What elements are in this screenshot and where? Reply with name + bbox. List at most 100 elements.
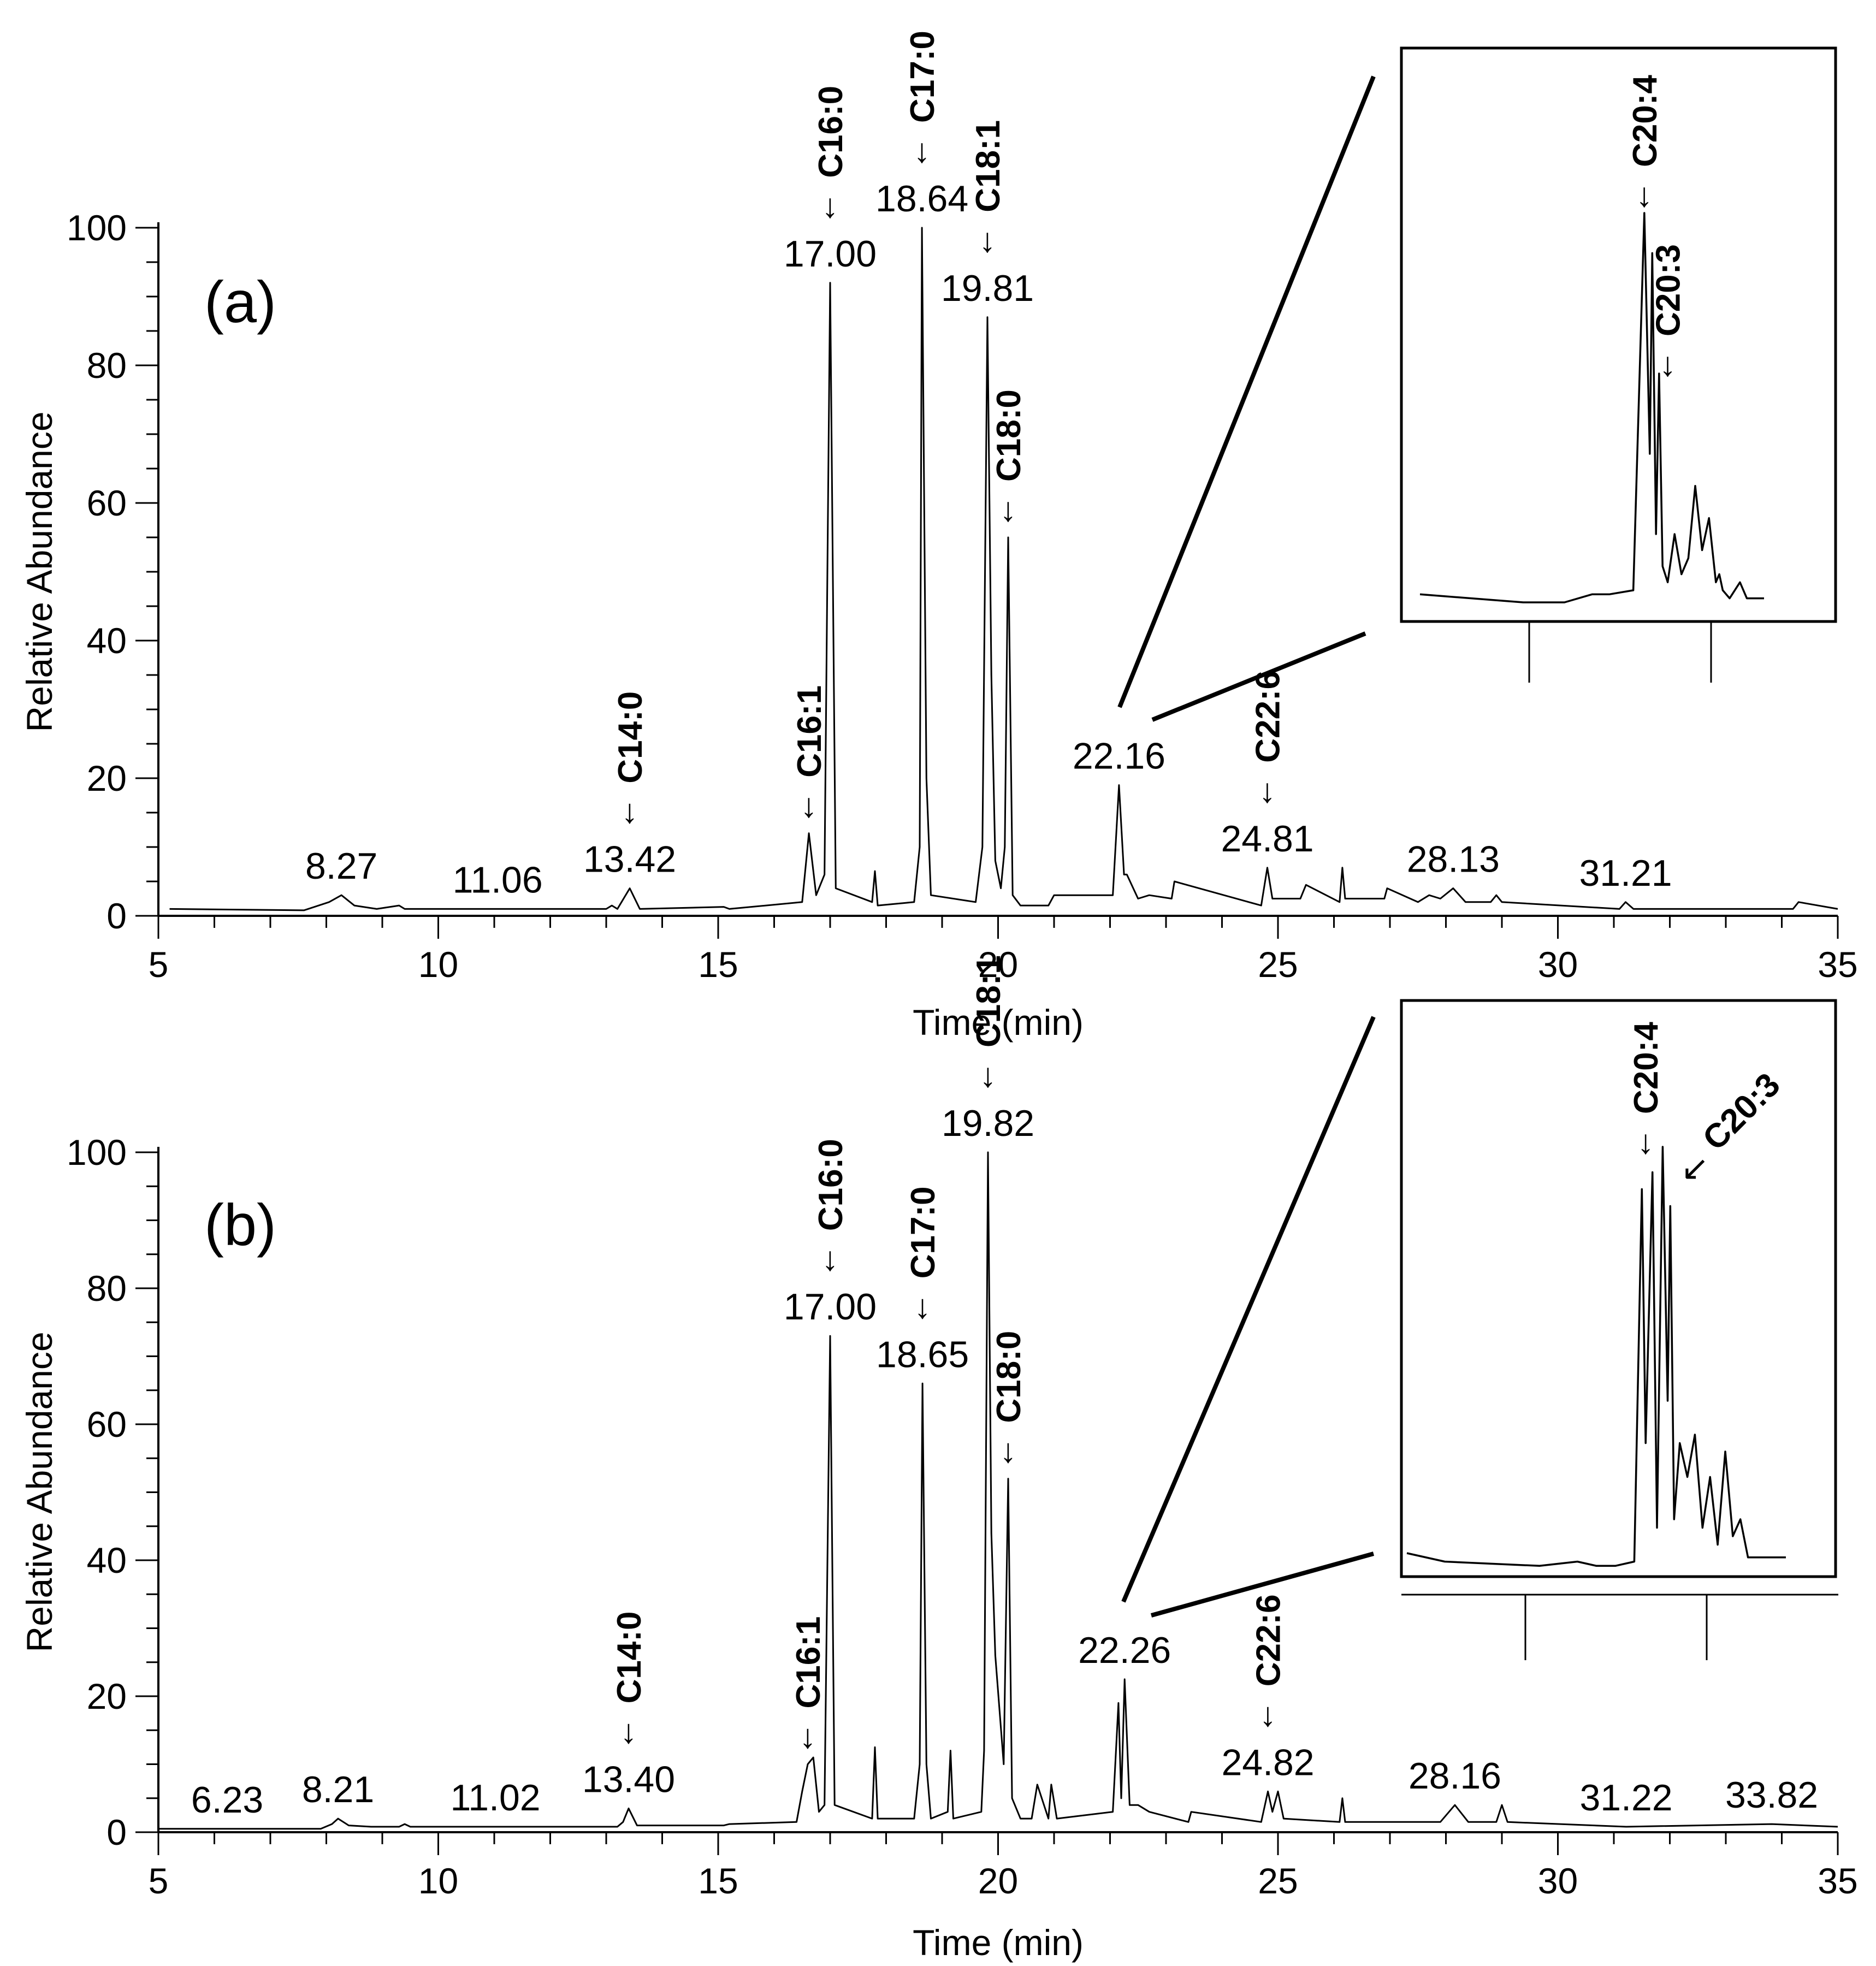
chart-panel-b: 5 10 15 20 25 30 35 0 20 40 60 80 100 Time (min) Relat… (19, 955, 1858, 1963)
panel-label: (a) (204, 269, 276, 335)
retention-time-label: 18.64 (875, 178, 968, 220)
fatty-acid-label: C16:0 (812, 1139, 850, 1231)
fatty-acid-label: C22:6 (1250, 1594, 1288, 1686)
y-tick-label: 60 (87, 483, 127, 523)
retention-time-label: 11.02 (450, 1777, 540, 1819)
fatty-acid-label: C14:0 (611, 1612, 648, 1704)
y-tick-label: 100 (67, 208, 127, 248)
retention-time-label: 24.82 (1221, 1742, 1314, 1783)
retention-time-label: 17.00 (784, 1286, 877, 1328)
x-tick-label: 30 (1538, 944, 1578, 985)
y-tick-label: 40 (87, 620, 127, 661)
arrow-icon: ↓ (999, 491, 1016, 529)
arrow-icon: ↓ (822, 1240, 839, 1278)
fatty-acid-label: C14:0 (612, 691, 649, 784)
zoom-connector-line (1121, 1016, 1376, 1603)
arrow-icon: ↓ (914, 132, 931, 170)
chromatogram-line (169, 227, 1838, 911)
fatty-acid-label: C16:0 (812, 86, 850, 178)
arrow-icon: ↓ (620, 1713, 637, 1750)
x-tick-label: 35 (1818, 1861, 1857, 1901)
retention-time-label: 19.81 (941, 268, 1034, 309)
x-tick-label: 15 (698, 944, 738, 985)
y-tick-label: 60 (87, 1404, 127, 1444)
x-tick-label: 10 (418, 944, 458, 985)
chromatogram-line (158, 1151, 1838, 1830)
x-tick-label: 35 (1818, 944, 1857, 985)
fatty-acid-label: C22:6 (1250, 671, 1287, 763)
panel-label: (b) (204, 1192, 276, 1258)
y-tick-label: 80 (87, 1268, 127, 1308)
retention-time-label: 33.82 (1725, 1774, 1818, 1816)
arrow-icon: ↓ (999, 1432, 1016, 1470)
x-axis-title: Time (min) (913, 1922, 1084, 1963)
x-tick-label: 20 (978, 944, 1018, 985)
chart-panel-a: 5 10 15 20 25 30 35 0 20 40 60 80 100 Time (min) Relat… (19, 31, 1858, 1043)
retention-time-label: 13.42 (583, 839, 676, 880)
retention-time-label: 31.22 (1579, 1777, 1672, 1819)
arrow-icon: ↓ (800, 1718, 816, 1756)
y-tick-label: 0 (106, 1812, 127, 1852)
arrow-icon: ↓ (622, 793, 638, 831)
retention-time-label: 17.00 (784, 233, 877, 275)
y-tick-label: 80 (87, 345, 127, 386)
retention-time-label: 22.26 (1078, 1630, 1171, 1671)
inset-trace (1419, 212, 1764, 603)
retention-time-label: 6.23 (191, 1779, 263, 1821)
x-tick-label: 25 (1258, 944, 1298, 985)
retention-time-label: 8.27 (305, 845, 377, 887)
inset-fatty-acid-label: C20:4 (1628, 1022, 1665, 1114)
fatty-acid-label: C17:0 (904, 31, 942, 123)
arrow-icon: ↓ (1259, 772, 1276, 810)
y-axis-title: Relative Abundance (19, 1331, 60, 1652)
y-tick-label: 40 (87, 1540, 127, 1580)
x-tick-label: 25 (1258, 1861, 1298, 1901)
inset-trace (1406, 1146, 1786, 1567)
fatty-acid-label: C18:0 (990, 1331, 1028, 1423)
x-tick-label: 30 (1538, 1861, 1578, 1901)
retention-time-label: 19.82 (942, 1103, 1034, 1144)
arrow-icon: ↓ (980, 1057, 997, 1094)
fatty-acid-label: C18:0 (990, 389, 1028, 482)
retention-time-label: 13.40 (582, 1758, 675, 1800)
fatty-acid-label: C16:1 (790, 1616, 827, 1709)
inset-frame (1400, 999, 1837, 1578)
zoom-connector-line (1151, 631, 1366, 722)
arrow-icon: ↓ (979, 222, 996, 259)
arrow-icon: ↓ (822, 187, 839, 225)
y-tick-label: 100 (67, 1132, 127, 1173)
inset-arrow-icon: ↓ (1636, 176, 1653, 214)
x-tick-label: 10 (418, 1861, 458, 1901)
zoom-connector-line (1117, 75, 1376, 708)
arrow-icon: ↓ (801, 787, 818, 825)
inset-fatty-acid-label: C20:3 (1650, 244, 1688, 336)
inset-fatty-acid-label: C20:4 (1626, 75, 1664, 167)
x-tick-label: 5 (149, 1861, 169, 1901)
arrow-icon: ↓ (1259, 1696, 1276, 1733)
retention-time-label: 22.16 (1073, 736, 1165, 777)
x-axis-title: Time (min) (913, 1002, 1084, 1043)
retention-time-label: 31.21 (1579, 852, 1672, 894)
fatty-acid-label: C16:1 (791, 685, 828, 778)
zoom-inset: ↓C20:4↙C20:3 (1400, 999, 1838, 1660)
retention-time-label: 11.06 (453, 859, 543, 901)
y-tick-label: 0 (106, 896, 127, 936)
fatty-acid-label: C18:1 (970, 955, 1008, 1047)
retention-time-label: 28.13 (1407, 839, 1500, 880)
zoom-inset: ↓ C20:4 ↓ C20:3 (1400, 46, 1837, 683)
inset-arrow-icon: ↙ (1680, 1150, 1709, 1187)
arrow-icon: ↓ (914, 1288, 931, 1325)
retention-time-label: 8.21 (302, 1769, 374, 1810)
inset-arrow-icon: ↓ (1637, 1123, 1654, 1161)
fatty-acid-label: C17:0 (904, 1186, 942, 1278)
retention-time-label: 28.16 (1409, 1755, 1501, 1797)
retention-time-label: 24.81 (1221, 818, 1313, 860)
zoom-connector-line (1150, 1552, 1375, 1618)
inset-frame (1400, 46, 1837, 623)
y-axis-title: Relative Abundance (19, 411, 60, 732)
y-tick-label: 20 (87, 1676, 127, 1716)
inset-arrow-icon: ↓ (1659, 346, 1676, 383)
retention-time-label: 18.65 (876, 1334, 969, 1375)
fatty-acid-label: C18:1 (969, 120, 1007, 212)
